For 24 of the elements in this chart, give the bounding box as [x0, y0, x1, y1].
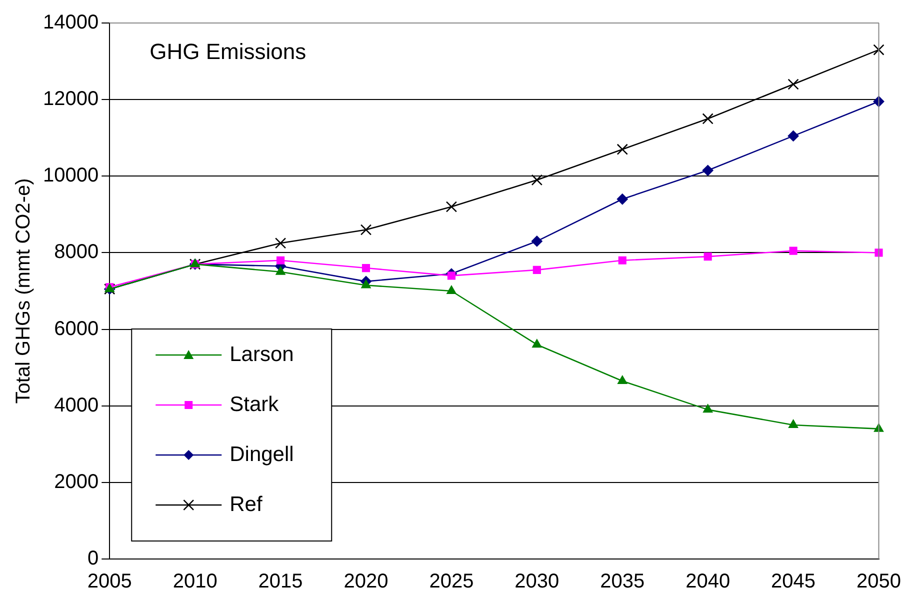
x-tick-label: 2045 — [771, 570, 816, 593]
y-tick-label: 0 — [87, 548, 99, 570]
legend-label: Stark — [230, 392, 280, 416]
y-tick-label: 10000 — [42, 164, 99, 187]
y-tick-label: 2000 — [54, 470, 99, 493]
text: GHG Emissions — [150, 39, 306, 64]
y-tick-label: 14000 — [42, 12, 99, 34]
y-axis-title: Total GHGs (mmt CO2-e) — [12, 178, 35, 404]
y-tick-label: 8000 — [54, 241, 99, 264]
x-tick-label: 2030 — [514, 570, 560, 593]
legend-label: Dingell — [230, 442, 294, 466]
x-tick-label: 2015 — [258, 570, 303, 593]
legend-label: Ref — [230, 492, 262, 516]
x-tick-label: 2040 — [686, 570, 730, 593]
x-tick-label: 2005 — [87, 570, 132, 593]
x-tick-label: 2020 — [344, 570, 388, 593]
legend-label: Larson — [230, 342, 294, 366]
y-tick-label: 6000 — [54, 318, 99, 340]
x-tick-label: 2010 — [172, 570, 218, 593]
x-tick-label: 2025 — [429, 570, 474, 593]
x-tick-label: 2035 — [600, 570, 645, 593]
y-tick-label: 4000 — [54, 394, 99, 416]
x-tick-label: 2050 — [856, 570, 902, 593]
y-tick-label: 12000 — [42, 88, 99, 110]
